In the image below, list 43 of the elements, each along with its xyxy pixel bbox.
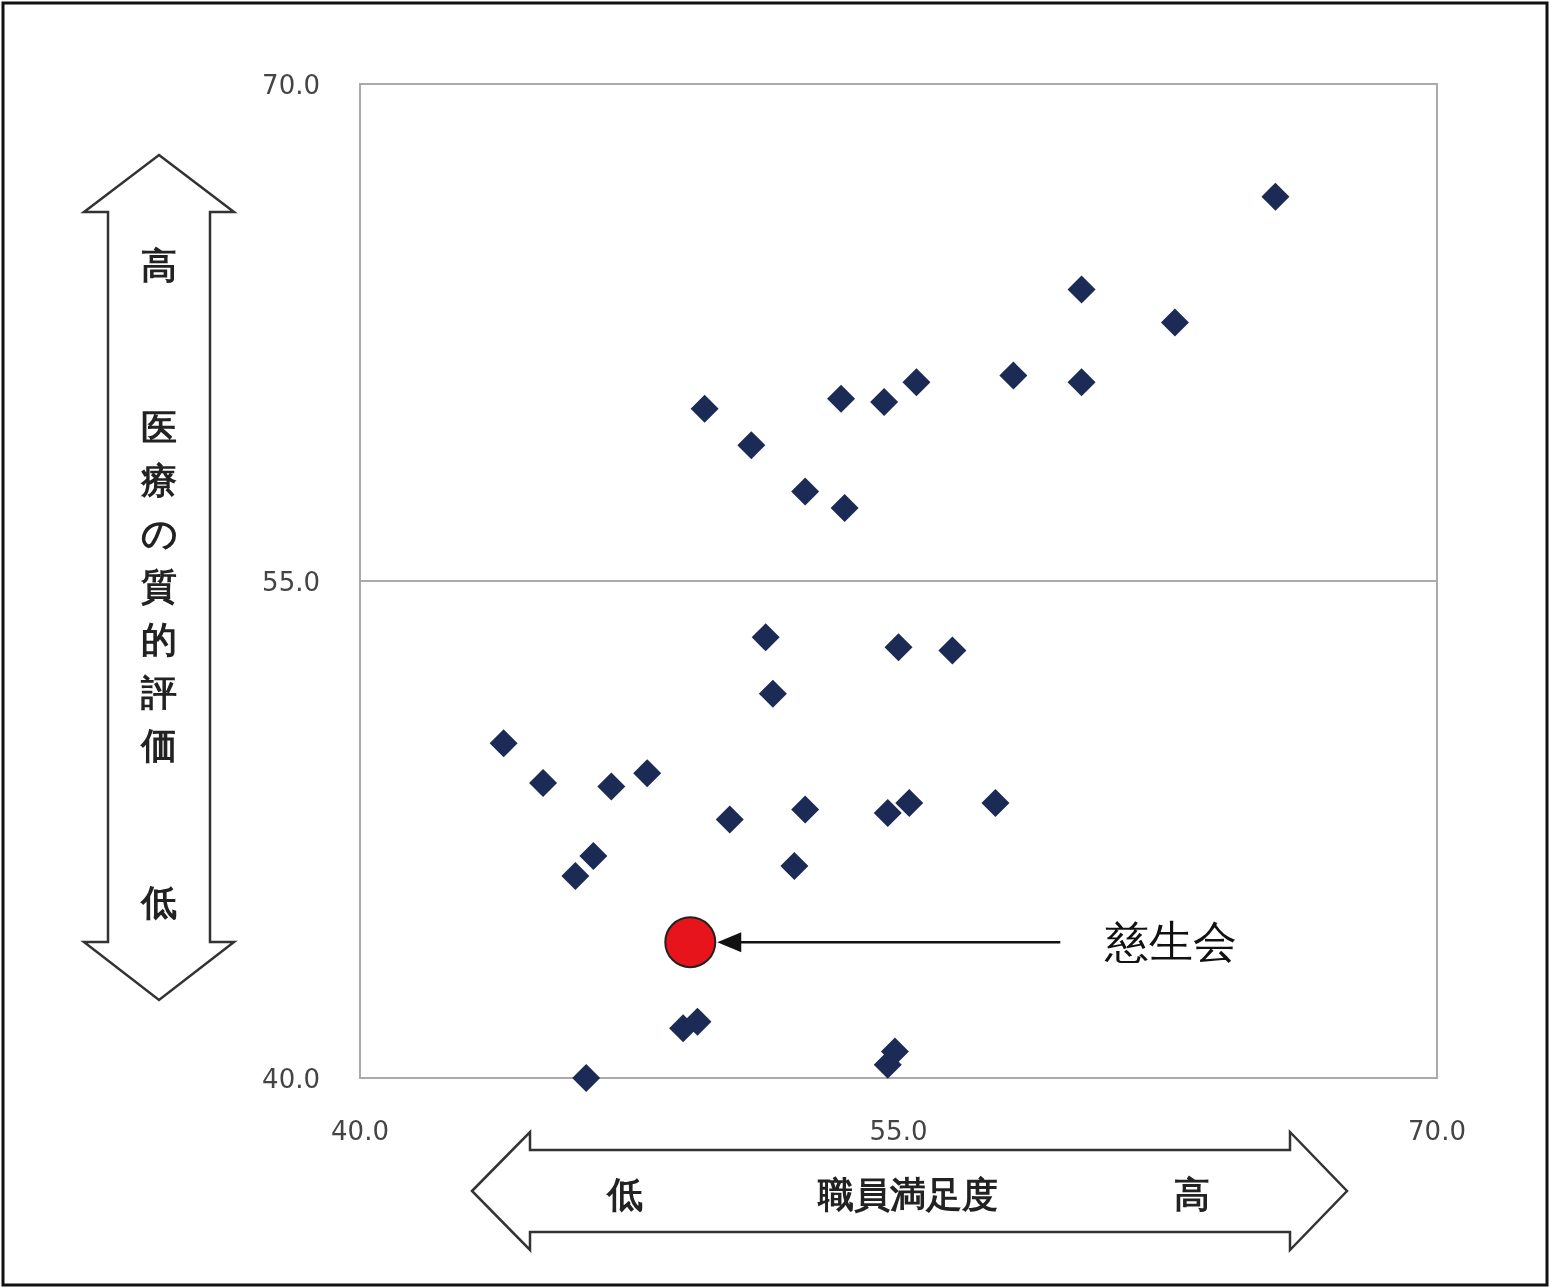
point: [1067, 368, 1096, 397]
point: [873, 798, 902, 827]
x-tick-label: 40.0: [331, 1116, 389, 1146]
point: [902, 368, 931, 397]
point: [751, 623, 780, 652]
point: [561, 861, 590, 890]
y-tick-label: 55.0: [262, 567, 320, 597]
point: [1160, 308, 1189, 337]
point: [895, 788, 924, 817]
y-axis-title: 医療の質的評価: [140, 407, 178, 766]
point: [529, 769, 558, 798]
point: [999, 361, 1028, 390]
text: 低: [139, 882, 177, 923]
text: 高: [1174, 1174, 1210, 1215]
x-tick-label: 70.0: [1408, 1116, 1466, 1146]
point: [1067, 275, 1096, 304]
point: [870, 388, 899, 417]
point: [664, 916, 717, 969]
point: [791, 795, 820, 824]
x-axis-title: 職員満足度: [817, 1174, 998, 1215]
point: [737, 431, 766, 460]
point: [981, 788, 1010, 817]
y-tick-label: 40.0: [262, 1064, 320, 1094]
point: [758, 679, 787, 708]
annotation: 慈生会: [1104, 916, 1238, 968]
point: [938, 636, 967, 665]
point: [780, 851, 809, 880]
point: [827, 384, 856, 413]
text: 高: [141, 245, 177, 286]
x-tick-label: 55.0: [869, 1116, 928, 1146]
text: 低: [605, 1174, 643, 1215]
point: [884, 633, 913, 662]
point: [597, 772, 626, 801]
point: [791, 477, 820, 506]
point: [715, 805, 744, 834]
point: [572, 1064, 601, 1092]
point: [830, 494, 859, 523]
point: [690, 394, 719, 423]
point: [489, 729, 518, 758]
y-tick-label: 70.0: [262, 70, 320, 100]
point: [579, 842, 608, 871]
point: [633, 759, 662, 788]
point: [1261, 182, 1290, 211]
